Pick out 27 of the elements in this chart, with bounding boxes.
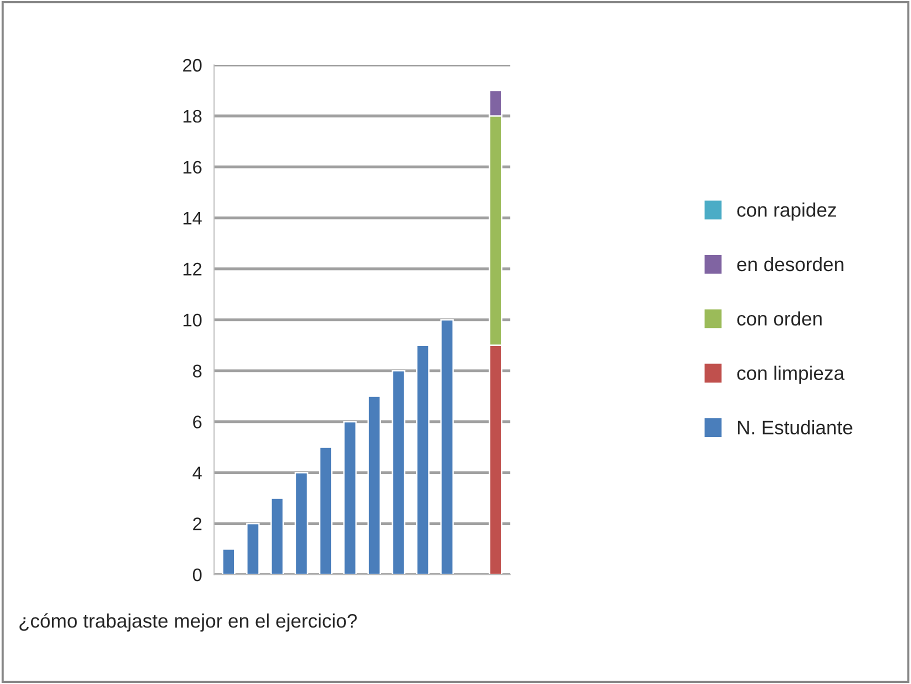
y-tick-label: 2 <box>193 518 202 530</box>
y-tick-label: 0 <box>192 568 202 582</box>
legend-label: con orden <box>737 311 822 326</box>
legend-label: N. Estudiante <box>738 420 852 434</box>
bar <box>294 472 308 575</box>
y-tick-label: 10 <box>184 314 202 326</box>
y-tick-label: 18 <box>184 110 202 123</box>
y-tick-label: 4 <box>192 466 202 480</box>
legend-label: en desorden <box>737 256 844 272</box>
y-tick-label: 12 <box>184 262 202 276</box>
y-tick-label: 16 <box>184 160 202 174</box>
bar <box>440 319 454 575</box>
y-tick-label: 6 <box>193 416 202 428</box>
bar <box>343 420 357 575</box>
legend-label: con rapidez <box>737 202 836 221</box>
y-tick-label: 8 <box>193 364 202 378</box>
bar <box>367 396 382 575</box>
y-tick-label: 14 <box>184 212 202 224</box>
y-tick-label: 20 <box>183 58 202 72</box>
bar <box>222 548 236 575</box>
legend-label: con limpieza <box>737 366 844 384</box>
bar <box>246 522 260 575</box>
bar <box>318 446 332 575</box>
bar <box>392 370 406 575</box>
text: ¿cómo trabajaste mejor en el ejercicio? <box>19 613 357 632</box>
bar <box>270 497 284 575</box>
bar <box>416 344 430 575</box>
